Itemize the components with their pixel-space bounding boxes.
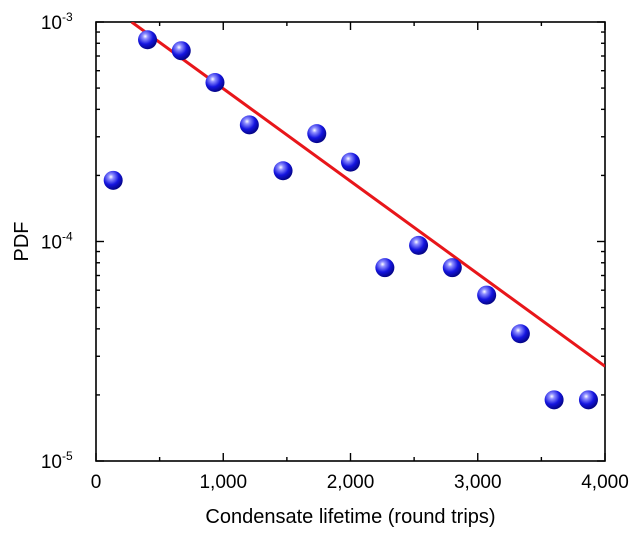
x-tick-label: 1,000 <box>199 472 247 493</box>
data-point <box>477 285 497 305</box>
x-tick-label: 2,000 <box>327 472 375 493</box>
x-axis-tick-labels: 0 1,000 2,000 3,000 4,000 <box>91 472 629 493</box>
x-tick-label: 0 <box>91 472 102 493</box>
data-point <box>442 258 462 278</box>
data-point <box>375 258 395 278</box>
data-point <box>239 115 259 135</box>
data-point <box>273 161 293 181</box>
y-tick-label: 10 <box>41 452 62 473</box>
x-tick-label: 3,000 <box>454 472 502 493</box>
x-axis-label: Condensate lifetime (round trips) <box>205 506 495 528</box>
data-point <box>578 390 598 410</box>
y-axis-label: PDF <box>11 222 33 262</box>
data-point <box>103 170 123 190</box>
fit-line <box>130 22 605 368</box>
data-point <box>510 324 530 344</box>
y-tick-exponent: -3 <box>62 10 73 24</box>
x-tick-label: 4,000 <box>581 472 629 493</box>
data-point-layer <box>103 30 598 410</box>
y-tick-label: 10 <box>41 13 62 34</box>
plot-frame <box>95 21 606 462</box>
data-point <box>409 235 429 255</box>
axis-ticks <box>95 21 606 462</box>
y-axis-tick-labels: 10-510-410-3 <box>41 10 73 473</box>
data-point <box>341 152 360 172</box>
data-point <box>544 390 564 410</box>
data-point <box>205 73 225 93</box>
data-point <box>171 41 191 61</box>
y-tick-label: 10 <box>41 233 62 254</box>
data-point <box>138 30 158 50</box>
y-tick-exponent: -5 <box>62 449 73 463</box>
data-point <box>307 124 327 144</box>
y-tick-exponent: -4 <box>62 230 73 244</box>
fit-line-layer <box>130 22 605 368</box>
